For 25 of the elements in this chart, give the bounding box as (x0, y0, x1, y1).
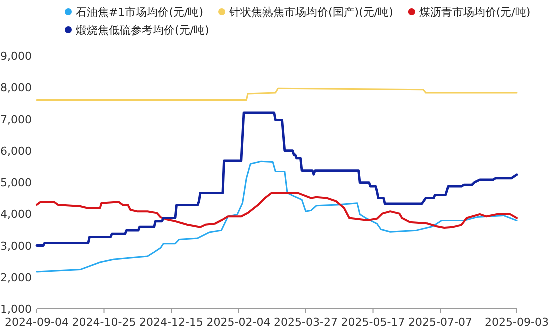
legend-label: 煤沥青市场均价(元/吨) (419, 6, 531, 19)
y-tick-label: 6,000 (0, 144, 32, 158)
x-tick-label: 2025-05-17 (341, 316, 406, 329)
legend-label: 针状焦熟焦市场均价(国产)(元/吨) (228, 6, 394, 19)
line-series (36, 192, 518, 230)
x-tick-label: 2025-07-07 (408, 316, 472, 329)
x-tick-label: 2025-03-27 (274, 316, 338, 329)
y-tick-label: 9,000 (0, 50, 32, 63)
line-series (36, 112, 518, 247)
y-tick-label: 5,000 (0, 176, 32, 190)
x-tick-label: 2024-10-25 (72, 316, 136, 329)
x-tick-label: 2024-12-15 (140, 316, 204, 329)
line-series (36, 88, 518, 102)
legend-label: 石油焦#1市场均价(元/吨) (76, 6, 204, 19)
y-tick-label: 4,000 (0, 208, 32, 222)
y-tick-label: 1,000 (0, 303, 32, 316)
y-tick-label: 7,000 (0, 113, 32, 126)
y-tick-label: 8,000 (0, 82, 32, 95)
legend-label: 煅烧焦低硫参考均价(元/吨) (76, 24, 210, 37)
y-tick-label: 3,000 (0, 240, 32, 253)
y-tick-label: 2,000 (0, 271, 32, 284)
x-tick-label: 2024-09-04 (5, 316, 69, 329)
x-tick-label: 2025-09-03 (485, 316, 549, 329)
line-series (36, 160, 518, 273)
x-tick-label: 2025-02-04 (206, 316, 271, 329)
